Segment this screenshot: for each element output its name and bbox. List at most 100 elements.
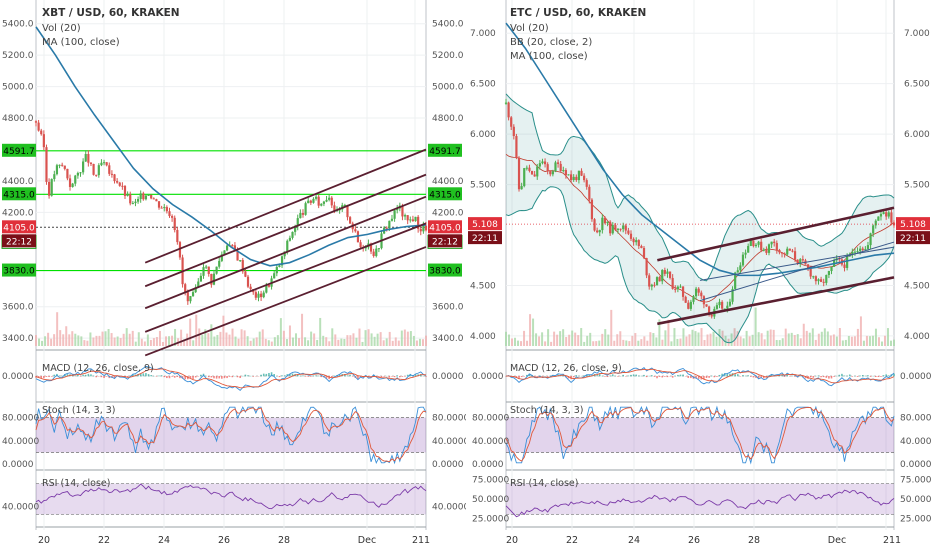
volume-bar (258, 331, 261, 346)
time-tag-bg-b (896, 231, 930, 245)
y-tick-right: 4.000 (904, 332, 930, 342)
candle-body (163, 207, 166, 209)
macd-histogram-bar (105, 376, 108, 377)
macd-histogram-bar (132, 374, 134, 377)
volume-bar (270, 341, 273, 346)
left-indicator-ma: MA (100, close) (42, 37, 120, 48)
left-level-lines (36, 150, 426, 272)
volume-bar (598, 340, 601, 346)
candle-body (314, 196, 318, 199)
candle-body (328, 197, 331, 200)
candle-body (184, 284, 187, 293)
ma-100-line (505, 22, 895, 277)
candle-body (225, 245, 229, 251)
macd-histogram-bar (90, 374, 92, 377)
macd-histogram-bar (268, 372, 270, 377)
left-hline-tag-2-bg (2, 263, 36, 277)
macd-histogram-bar (520, 376, 523, 378)
macd-histogram-bar (299, 375, 302, 377)
macd-histogram-bar (570, 376, 572, 380)
macd-histogram-bar (53, 374, 56, 377)
volume-bar (192, 340, 195, 346)
candle-body (68, 178, 72, 187)
volume-bar (282, 330, 285, 346)
candle-body (375, 248, 378, 256)
macd-histogram-bar (236, 376, 239, 378)
volume-bar (658, 319, 661, 346)
macd-histogram-bar (357, 376, 359, 379)
volume-bar (38, 338, 41, 346)
y-tick-left: 7.000 (470, 29, 496, 39)
candle-body (401, 205, 404, 217)
volume-bar (640, 339, 643, 346)
right-rsi-label: RSI (14, close) (510, 478, 578, 489)
right-chart-panel[interactable]: 5.108 22:11 5.108 22:11 7.000 7.000 6.500 6.500… (466, 0, 932, 550)
macd-histogram-bar (825, 376, 828, 378)
volume-bar (814, 339, 817, 346)
volume-bar (829, 335, 832, 346)
candle-body (246, 276, 250, 287)
volume-bar (255, 337, 258, 346)
macd-histogram-bar (575, 375, 578, 377)
right-indicator-ma: MA (100, close) (510, 51, 588, 62)
x-date-label: 26 (218, 535, 230, 546)
macd-histogram-bar (869, 376, 872, 377)
macd-histogram-bar (406, 374, 409, 377)
candle-body (260, 293, 263, 298)
macd-histogram-bar (515, 376, 518, 378)
candle-body (736, 270, 739, 273)
volume-bar (110, 333, 113, 346)
macd-histogram-bar (226, 376, 228, 379)
volume-bar (709, 333, 712, 346)
volume-bar (682, 328, 685, 346)
x-date-label: 24 (158, 535, 170, 546)
candle-body (783, 253, 786, 255)
volume-bar (44, 336, 47, 346)
volume-bar (325, 337, 328, 346)
candle-body (655, 277, 659, 286)
macd-histogram-bar (370, 376, 372, 377)
macd-histogram-bar (697, 376, 700, 379)
candle-body (739, 265, 742, 271)
candle-body (562, 170, 565, 172)
candle-body (598, 230, 601, 233)
candle-body (275, 266, 278, 274)
candle-body (752, 240, 755, 247)
volume-bar (550, 341, 553, 346)
candle-body (663, 270, 666, 274)
candle-body (210, 273, 213, 285)
macd-histogram-bar (867, 375, 869, 377)
volume-bar (382, 340, 385, 346)
volume-bar (161, 341, 164, 346)
candle-body (559, 163, 562, 172)
volume-bar (670, 341, 673, 346)
candle-body (817, 279, 820, 282)
volume-bar (562, 329, 565, 346)
candle-body (603, 217, 607, 224)
candle-body (661, 270, 664, 282)
macd-histogram-bar (71, 375, 74, 377)
candle-body (515, 136, 518, 158)
left-chart-panel[interactable]: 4591.74591.74315.04315.03830.03830.04098… (0, 0, 466, 550)
macd-histogram-bar (50, 376, 53, 377)
macd-histogram-bar (736, 374, 739, 377)
macd-histogram-bar (396, 375, 399, 377)
candle-body (538, 163, 541, 167)
volume-bar (128, 333, 131, 346)
candle-body (692, 296, 695, 302)
volume-bar (301, 313, 304, 346)
volume-bar (50, 338, 53, 346)
volume-bar (676, 338, 679, 346)
macd-histogram-bar (346, 375, 349, 377)
candle-body (186, 292, 189, 302)
macd-histogram-bar (588, 374, 591, 377)
candle-body (687, 302, 690, 309)
volume-bar (505, 331, 507, 346)
volume-bar (174, 328, 177, 346)
candle-body (786, 248, 789, 255)
trend-channel-line (657, 276, 895, 326)
macd-histogram-bar (671, 376, 674, 378)
volume-bar (844, 339, 847, 346)
candle-body (176, 230, 179, 243)
y-tick-left: 3400.0 (2, 334, 34, 344)
